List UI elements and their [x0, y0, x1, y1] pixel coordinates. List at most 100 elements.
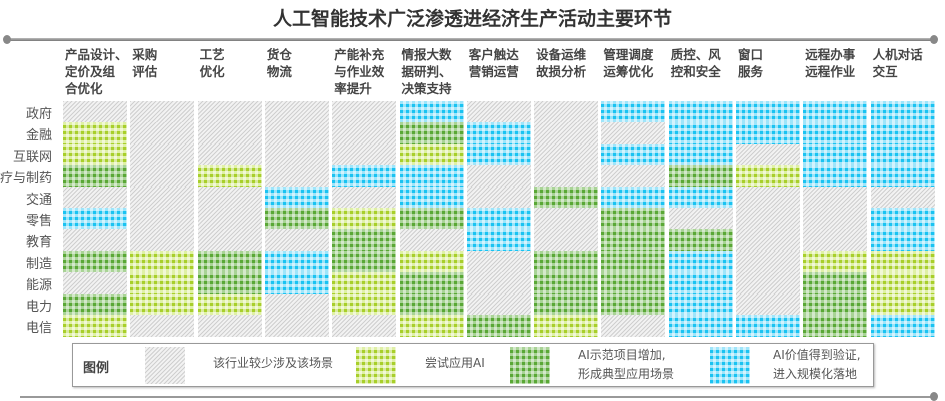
matrix-cell — [870, 122, 935, 145]
matrix-cell — [466, 122, 531, 145]
matrix-cell — [264, 272, 329, 295]
matrix-cell — [399, 293, 464, 316]
matrix-cell — [736, 101, 800, 123]
matrix-cell — [601, 165, 666, 188]
matrix-cell — [197, 250, 262, 273]
matrix-cell — [466, 315, 531, 337]
matrix-cell — [332, 315, 397, 337]
matrix-cell — [803, 186, 868, 209]
matrix-cell — [736, 165, 800, 188]
column-header: 产能补充 与作业效 率提升 — [334, 47, 385, 96]
column-header: 人机对话 交互 — [872, 47, 923, 79]
matrix-cell — [399, 101, 464, 123]
matrix-cell — [466, 229, 531, 252]
matrix-cell — [534, 186, 599, 209]
matrix-cell — [668, 250, 733, 273]
matrix-cell — [63, 315, 127, 337]
matrix-cell — [130, 101, 195, 123]
matrix-cell — [601, 250, 666, 273]
matrix-cell — [264, 122, 329, 145]
matrix-cell — [466, 143, 531, 166]
matrix-cell — [63, 208, 127, 230]
matrix-cell — [63, 165, 127, 188]
matrix-cell — [197, 143, 262, 166]
legend-swatch-scaled — [710, 347, 750, 384]
matrix-cell — [332, 143, 397, 166]
matrix-cell — [803, 122, 868, 145]
matrix-cell — [870, 208, 935, 230]
matrix-cell — [668, 229, 733, 252]
column-header: 窗口 服务 — [738, 47, 764, 79]
matrix-cell — [870, 143, 935, 166]
matrix-cell — [399, 250, 464, 273]
matrix-cell — [803, 272, 868, 295]
matrix-cell — [130, 208, 195, 230]
matrix-cell — [534, 165, 599, 188]
title-divider — [6, 38, 934, 41]
matrix-cell — [130, 165, 195, 188]
legend-label-scaled: AI价值得到验证, 进入规模化落地 — [773, 348, 861, 381]
row-label: 互联网 — [12, 149, 52, 165]
matrix-cell — [870, 186, 935, 209]
matrix-cell — [332, 229, 397, 252]
column-header: 管理调度 运筹优化 — [603, 47, 654, 79]
matrix-cell — [130, 250, 195, 273]
matrix-cell — [332, 293, 397, 316]
matrix-cell — [466, 186, 531, 209]
matrix-cell — [601, 293, 666, 316]
matrix-cell — [264, 165, 329, 188]
legend-label-demo: AI示范项目增加, 形成典型应用场景 — [578, 348, 675, 381]
matrix-cell — [803, 208, 868, 230]
matrix-cell — [534, 208, 599, 230]
matrix-cell — [668, 293, 733, 316]
matrix-cell — [870, 229, 935, 252]
matrix-cell — [466, 165, 531, 188]
matrix-cell — [736, 143, 800, 166]
matrix-cell — [668, 122, 733, 145]
column-header: 设备运维 故损分析 — [536, 47, 587, 79]
row-label: 制造 — [25, 256, 52, 272]
matrix-cell — [870, 101, 935, 123]
matrix-cell — [668, 186, 733, 209]
matrix-cell — [332, 272, 397, 295]
matrix-cell — [601, 208, 666, 230]
matrix-cell — [668, 272, 733, 295]
matrix-cell — [130, 293, 195, 316]
matrix-cell — [197, 165, 262, 188]
matrix-cell — [399, 143, 464, 166]
row-label: 医疗与制药 — [0, 171, 52, 187]
matrix-cell — [264, 143, 329, 166]
matrix-cell — [197, 293, 262, 316]
matrix-cell — [466, 272, 531, 295]
matrix-cell — [601, 272, 666, 295]
bottom-divider-dot — [930, 392, 938, 401]
matrix-cell — [668, 208, 733, 230]
matrix-cell — [870, 272, 935, 295]
matrix-cell — [803, 315, 868, 337]
matrix-cell — [63, 101, 127, 123]
column-header: 产品设计、 定价及组 合优化 — [65, 47, 128, 96]
legend-swatch-trial — [356, 347, 396, 384]
column-header: 质控、风 控和安全 — [670, 47, 721, 79]
matrix-cell — [870, 250, 935, 273]
column-header: 远程办事 远程作业 — [805, 47, 856, 79]
matrix-cell — [466, 101, 531, 123]
matrix-cell — [130, 229, 195, 252]
matrix-cell — [668, 315, 733, 337]
matrix-cell — [601, 122, 666, 145]
matrix-cell — [197, 186, 262, 209]
matrix-cell — [197, 101, 262, 123]
matrix-cell — [197, 272, 262, 295]
legend-label-rare: 该行业较少涉及该场景 — [213, 356, 334, 370]
matrix-cell — [736, 229, 800, 252]
matrix-cell — [803, 229, 868, 252]
divider-dot-left — [3, 35, 11, 44]
row-label: 教育 — [25, 235, 52, 251]
matrix-cell — [197, 208, 262, 230]
matrix-cell — [399, 272, 464, 295]
matrix-cell — [63, 250, 127, 273]
matrix-cell — [534, 250, 599, 273]
matrix-cell — [870, 315, 935, 337]
matrix-cell — [63, 122, 127, 145]
matrix-cell — [534, 122, 599, 145]
